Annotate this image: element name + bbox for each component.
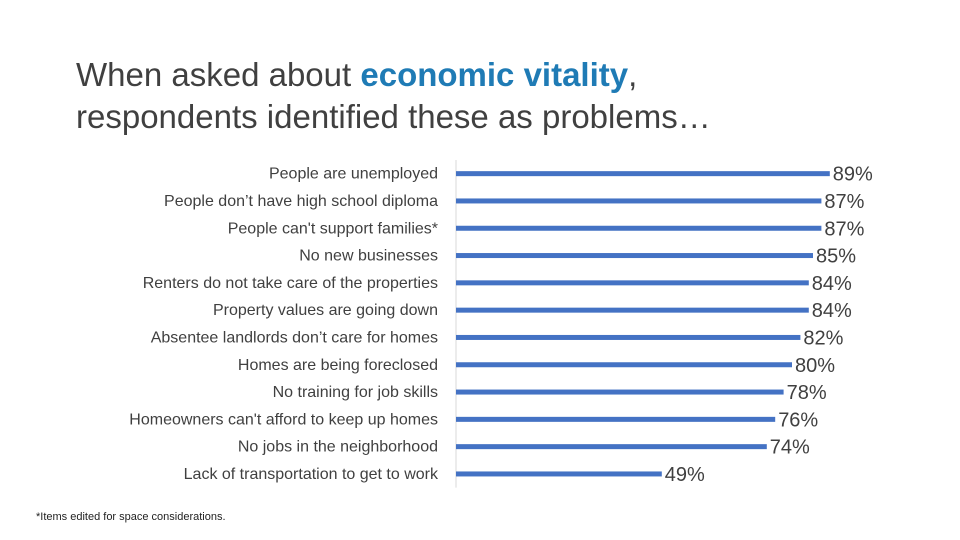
data-label: 87%: [824, 191, 864, 213]
data-label: 78%: [787, 382, 827, 404]
data-label: 49%: [665, 464, 705, 486]
data-label: 87%: [824, 218, 864, 240]
bar: [456, 280, 809, 286]
category-label: No training for job skills: [273, 384, 438, 401]
bar: [456, 225, 822, 231]
bar: [456, 171, 830, 177]
data-label: 85%: [816, 246, 856, 268]
category-label: Homeowners can't afford to keep up homes: [129, 411, 438, 428]
category-label: Homes are being foreclosed: [238, 357, 438, 374]
bar: [456, 471, 662, 477]
category-label: No new businesses: [299, 248, 438, 265]
category-label: No jobs in the neighborhood: [238, 439, 438, 456]
category-label: People can't support families*: [228, 220, 438, 237]
category-label: Property values are going down: [213, 302, 438, 319]
category-label: Renters do not take care of the properti…: [143, 275, 438, 292]
title-suffix: ,: [628, 56, 638, 93]
data-label: 74%: [770, 437, 810, 459]
bar: [456, 198, 822, 204]
bar: [456, 334, 801, 340]
title-highlight: economic vitality: [360, 56, 629, 93]
bar: [456, 307, 809, 313]
data-label: 84%: [812, 300, 852, 322]
category-label: Absentee landlords don’t care for homes: [151, 329, 438, 346]
bar: [456, 416, 776, 422]
slide-title: When asked about economic vitality, resp…: [76, 54, 936, 138]
category-label: Lack of transportation to get to work: [184, 466, 439, 483]
data-label: 84%: [812, 273, 852, 295]
bar: [456, 362, 792, 368]
title-line2: respondents identified these as problems…: [76, 98, 711, 135]
bar: [456, 389, 784, 395]
title-prefix: When asked about: [76, 56, 361, 93]
bar: [456, 444, 767, 450]
footnote: *Items edited for space considerations.: [36, 511, 226, 523]
data-label: 80%: [795, 355, 835, 377]
bar: [456, 253, 813, 259]
category-label: People are unemployed: [269, 166, 438, 183]
data-label: 89%: [833, 164, 873, 186]
data-label: 82%: [803, 327, 843, 349]
data-label: 76%: [778, 409, 818, 431]
category-label: People don’t have high school diploma: [164, 193, 438, 210]
